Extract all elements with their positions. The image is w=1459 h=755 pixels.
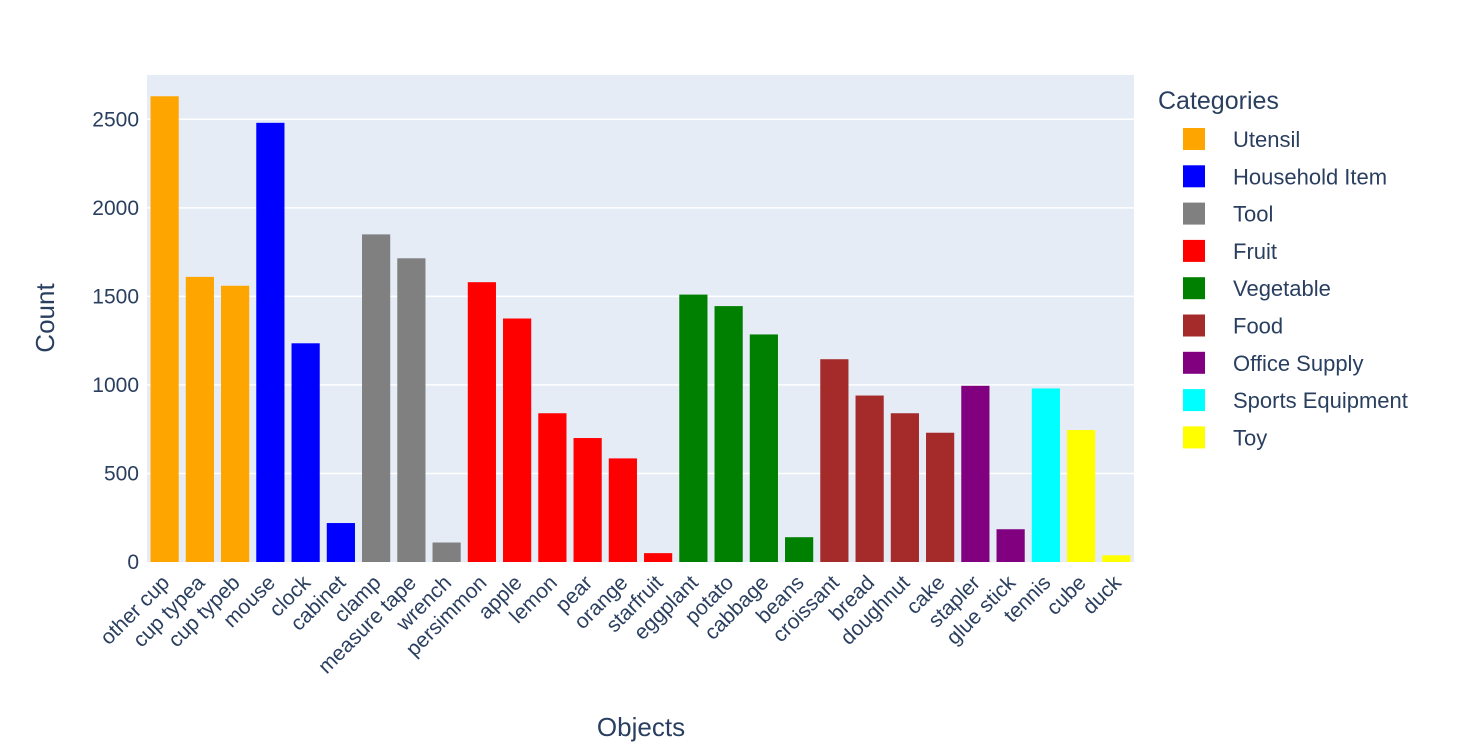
legend-swatch <box>1183 202 1205 225</box>
bar-beans <box>785 537 814 562</box>
bar-clamp <box>362 234 391 562</box>
legend-label: Office Supply <box>1233 351 1363 376</box>
bar-cup-typea <box>185 276 214 562</box>
legend-label: Sports Equipment <box>1233 388 1408 413</box>
bar-doughnut <box>890 413 919 562</box>
bar-croissant <box>820 359 849 562</box>
bar-cube <box>1067 430 1096 562</box>
bar-glue-stick <box>996 529 1025 562</box>
x-tick-label: duck <box>1078 571 1126 619</box>
legend-swatch <box>1183 314 1205 337</box>
bar-lemon <box>538 413 567 562</box>
legend-title: Categories <box>1158 87 1279 115</box>
bar-apple <box>503 318 532 562</box>
bar-cabinet <box>326 523 355 562</box>
bar-eggplant <box>679 294 708 562</box>
legend-swatch <box>1183 239 1205 262</box>
bar-orange <box>608 458 637 562</box>
bar-pear <box>573 438 602 562</box>
bar-cake <box>926 432 955 562</box>
y-tick-label: 1500 <box>92 285 139 308</box>
legend-items: Utensil Household Item Tool Fruit Vegetable F… <box>1183 127 1408 450</box>
legend-label: Toy <box>1233 425 1267 450</box>
bar-bread <box>855 395 884 562</box>
y-tick-label: 0 <box>127 551 139 574</box>
bar-starfruit <box>644 553 673 562</box>
bar-other-cup <box>150 96 179 562</box>
legend: Categories Utensil Household Item Tool Frui… <box>1158 87 1408 450</box>
bar-cabbage <box>749 334 778 562</box>
bar-duck <box>1102 555 1131 562</box>
bar-wrench <box>432 542 461 562</box>
legend-label: Vegetable <box>1233 276 1331 301</box>
bar-potato <box>714 306 743 562</box>
bar-measure-tape <box>397 258 426 562</box>
legend-swatch <box>1183 165 1205 188</box>
y-axis-title: Count <box>30 283 60 353</box>
legend-swatch <box>1183 389 1205 412</box>
legend-swatch <box>1183 128 1205 150</box>
bars <box>150 96 1131 562</box>
bar-stapler <box>961 385 990 562</box>
legend-label: Tool <box>1233 202 1273 227</box>
bar-clock <box>291 343 320 562</box>
legend-label: Fruit <box>1233 239 1277 264</box>
bar-cup-typeb <box>221 285 250 562</box>
x-axis-title: Objects <box>597 712 685 742</box>
y-tick-label: 2000 <box>92 197 139 220</box>
y-tick-label: 1000 <box>92 374 139 397</box>
bar-tennis <box>1031 388 1060 562</box>
bar-mouse <box>256 122 285 562</box>
legend-swatch <box>1183 426 1205 449</box>
legend-label: Household Item <box>1233 164 1387 189</box>
legend-swatch <box>1183 351 1205 374</box>
y-tick-label: 2500 <box>92 108 139 131</box>
bar-persimmon <box>467 282 496 562</box>
legend-swatch <box>1183 277 1205 300</box>
legend-label: Food <box>1233 314 1283 339</box>
y-axis-ticks: 0 500 1000 1500 2000 2500 <box>92 108 139 574</box>
legend-label: Utensil <box>1233 127 1300 152</box>
x-tick-label: cube <box>1042 571 1090 619</box>
y-tick-label: 500 <box>104 462 139 485</box>
